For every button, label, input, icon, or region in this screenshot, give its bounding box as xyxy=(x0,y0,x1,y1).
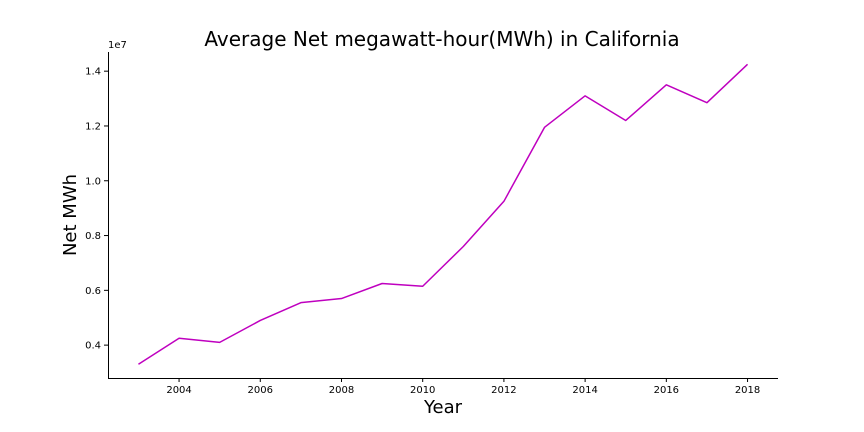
y-axis-offset-label: 1e7 xyxy=(108,40,127,51)
series-group xyxy=(138,63,749,365)
y-tick-label: 1.0 xyxy=(85,176,101,187)
axis-ticks: 2004 2006 2008 2010 2012 2014 2016 2018 0.4 0.6 0.… xyxy=(85,67,760,396)
x-tick-label: 2006 xyxy=(248,385,273,396)
y-tick-label: 1.2 xyxy=(85,121,101,132)
x-tick-label: 2010 xyxy=(410,385,435,396)
y-tick-label: 0.4 xyxy=(85,341,101,352)
chart-title: Average Net megawatt-hour(MWh) in Califo… xyxy=(204,27,679,51)
x-tick-label: 2016 xyxy=(654,385,679,396)
x-axis-label: Year xyxy=(423,397,463,418)
x-tick-label: 2012 xyxy=(491,385,516,396)
x-tick-label: 2014 xyxy=(572,385,597,396)
y-tick-label: 0.6 xyxy=(85,286,101,297)
x-tick-label: 2008 xyxy=(329,385,354,396)
series-line xyxy=(138,63,749,365)
x-tick-label: 2004 xyxy=(166,385,191,396)
x-tick-label: 2018 xyxy=(735,385,760,396)
y-tick-label: 1.4 xyxy=(85,67,101,78)
y-axis-label: Net MWh xyxy=(60,174,81,256)
y-tick-label: 0.8 xyxy=(85,231,101,242)
